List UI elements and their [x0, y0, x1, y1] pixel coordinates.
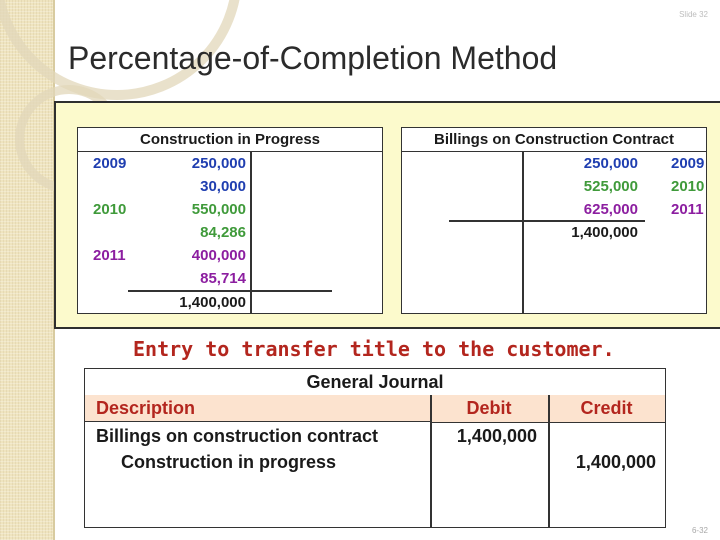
journal-header-credit: Credit [548, 395, 665, 423]
journal-column-divider [548, 395, 550, 527]
cip-account-title: Construction in Progress [78, 128, 382, 152]
journal-entry-debit-account: Billings on construction contract [96, 426, 379, 446]
billings-amount: 250,000 [583, 155, 638, 172]
billings-t-account: Billings on Construction Contract 250,00… [401, 127, 707, 314]
debit-header-label: Debit [466, 398, 512, 418]
journal-entry-credit-amount: 1,400,000 [575, 452, 656, 472]
cip-amount: 30,000 [200, 178, 246, 195]
cip-year-2010: 2010 [93, 201, 127, 218]
billings-year-2010: 2010 [671, 178, 705, 195]
credit-header-label: Credit [580, 398, 633, 418]
cip-total: 1,400,000 [179, 294, 246, 311]
cip-total-rule [128, 290, 332, 292]
slide-title: Percentage-of-Completion Method [68, 40, 558, 76]
journal-column-divider [430, 395, 432, 527]
cip-amount: 84,286 [200, 224, 246, 241]
journal-header-description: Description [85, 395, 430, 422]
decorative-left-band [0, 0, 53, 540]
billings-total: 1,400,000 [571, 224, 638, 241]
cip-amount: 250,000 [191, 155, 246, 172]
description-header-label: Description [96, 398, 196, 418]
billings-account-title: Billings on Construction Contract [402, 128, 706, 152]
billings-year-2009: 2009 [671, 155, 705, 172]
slide-number-top: Slide 32 [679, 10, 708, 19]
cip-t-account: Construction in Progress 2009 250,000 30… [77, 127, 383, 314]
entry-caption: Entry to transfer title to the customer. [133, 337, 615, 361]
journal-header-debit: Debit [430, 395, 548, 423]
journal-title: General Journal [85, 369, 665, 396]
billings-divider [522, 151, 524, 313]
ledger-panel: Construction in Progress 2009 250,000 30… [54, 101, 720, 329]
slide-number-bottom: 6-32 [691, 526, 708, 535]
cip-amount: 400,000 [191, 247, 246, 264]
billings-amount: 625,000 [583, 201, 638, 218]
billings-amount: 525,000 [583, 178, 638, 195]
journal-entry-credit-account: Construction in progress [121, 452, 337, 472]
cip-divider [250, 151, 252, 313]
general-journal: General Journal Description Debit Credit… [84, 368, 666, 528]
cip-amount: 85,714 [200, 270, 246, 287]
cip-amount: 550,000 [191, 201, 246, 218]
cip-year-2009: 2009 [93, 155, 127, 172]
journal-entry-debit-amount: 1,400,000 [456, 426, 537, 446]
billings-total-rule [449, 220, 645, 222]
billings-year-2011: 2011 [671, 201, 704, 218]
cip-year-2011: 2011 [93, 247, 126, 264]
